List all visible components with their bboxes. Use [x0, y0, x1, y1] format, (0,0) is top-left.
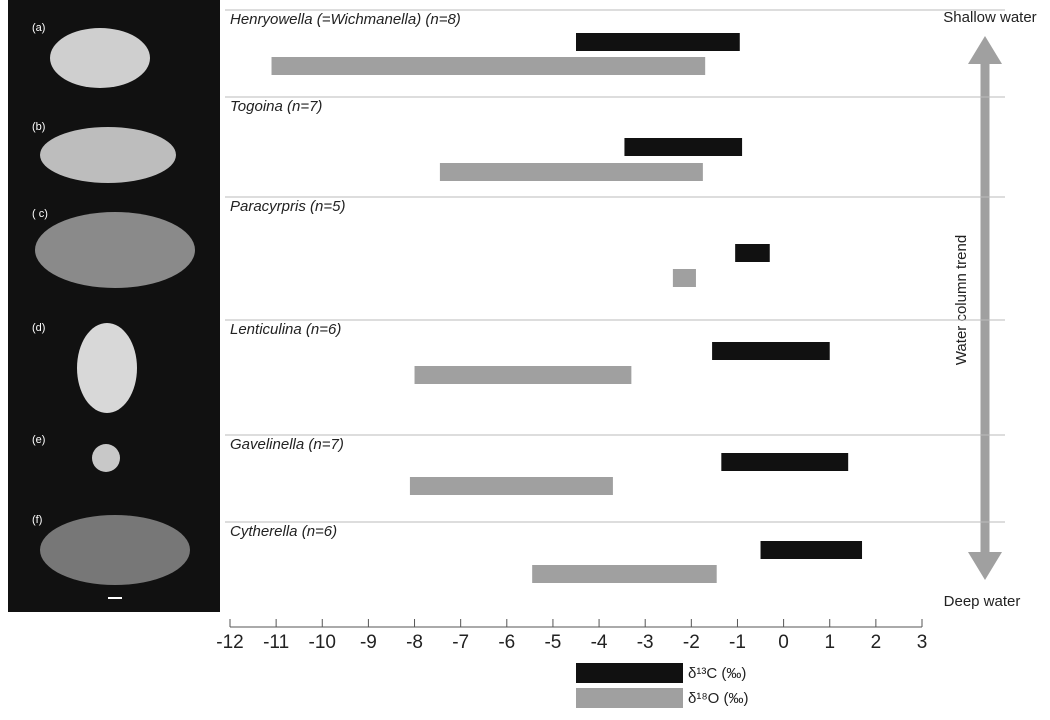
- arrow-head: [968, 36, 1002, 64]
- category-label: Henryowella (=Wichmanella) (n=8): [230, 11, 461, 28]
- range-bar: [721, 453, 848, 471]
- x-tick-label: -7: [452, 632, 469, 653]
- specimen-label: (f): [32, 514, 42, 526]
- annotation: Deep water: [944, 593, 1021, 610]
- x-tick-label: -5: [544, 632, 561, 653]
- annotation: Water column trend: [953, 235, 970, 365]
- range-bar: [272, 57, 706, 75]
- range-bar: [576, 33, 740, 51]
- x-tick-label: -2: [683, 632, 700, 653]
- range-bar: [410, 477, 613, 495]
- x-tick-label: -12: [216, 632, 243, 653]
- chart: Shallow water Deep water Water column tr…: [0, 0, 1050, 715]
- x-tick-label: -11: [263, 632, 289, 653]
- specimen-label: (a): [32, 22, 45, 34]
- category-label: Cytherella (n=6): [230, 523, 337, 540]
- x-tick-label: -9: [360, 632, 377, 653]
- range-bar: [712, 342, 830, 360]
- specimen-label: (d): [32, 322, 45, 334]
- range-bar: [624, 138, 742, 156]
- x-tick-label: -4: [591, 632, 608, 653]
- range-bar: [735, 244, 770, 262]
- category-label: Paracyrpris (n=5): [230, 198, 345, 215]
- x-tick-label: -3: [637, 632, 654, 653]
- specimen: [40, 515, 190, 585]
- x-tick-label: -10: [309, 632, 336, 653]
- category-label: Gavelinella (n=7): [230, 436, 344, 453]
- specimen-label: ( c): [32, 208, 48, 220]
- range-bar: [440, 163, 703, 181]
- arrow-head: [968, 552, 1002, 580]
- page: Shallow water Deep water Water column tr…: [0, 0, 1050, 720]
- specimen: [40, 127, 176, 183]
- specimen: [77, 323, 137, 413]
- annotation: Shallow water: [943, 9, 1036, 26]
- x-tick-label: 0: [778, 632, 789, 653]
- range-bar: [415, 366, 632, 384]
- x-tick-label: 1: [824, 632, 835, 653]
- x-tick-label: -8: [406, 632, 423, 653]
- x-tick-label: 2: [871, 632, 882, 653]
- legend-label: δ¹³C (‰): [688, 665, 746, 682]
- specimen: [50, 28, 150, 88]
- legend-swatch: [576, 688, 683, 708]
- legend-swatch: [576, 663, 683, 683]
- x-tick-label: -6: [498, 632, 515, 653]
- specimen-label: (e): [32, 434, 45, 446]
- range-bar: [673, 269, 696, 287]
- specimen: [92, 444, 120, 472]
- x-tick-label: -1: [729, 632, 746, 653]
- range-bar: [532, 565, 717, 583]
- category-label: Lenticulina (n=6): [230, 321, 341, 338]
- range-bar: [761, 541, 862, 559]
- category-label: Togoina (n=7): [230, 98, 322, 115]
- legend-label: δ¹⁸O (‰): [688, 690, 749, 707]
- specimen-label: (b): [32, 121, 45, 133]
- specimen: [35, 212, 195, 288]
- x-tick-label: 3: [917, 632, 928, 653]
